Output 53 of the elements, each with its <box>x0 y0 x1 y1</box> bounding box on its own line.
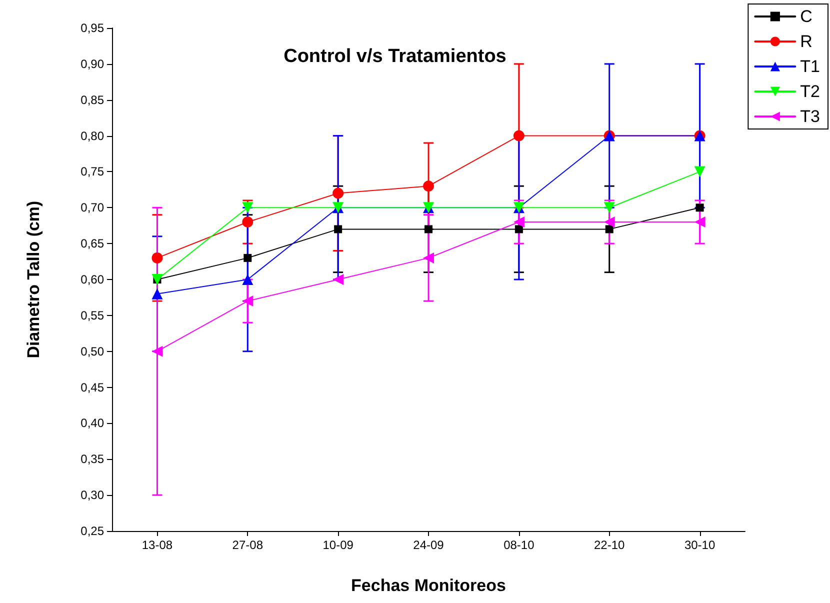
y-tick-label: 0,50 <box>80 344 104 358</box>
legend-label: T3 <box>800 107 820 126</box>
y-tick-label: 0,55 <box>80 308 104 322</box>
x-tick-label: 22-10 <box>594 538 626 552</box>
x-tick-label: 08-10 <box>504 538 535 552</box>
y-tick-label: 0,95 <box>80 21 104 35</box>
y-tick-label: 0,70 <box>80 200 104 215</box>
y-tick-label: 0,40 <box>80 416 104 430</box>
point <box>152 288 163 300</box>
point <box>334 225 342 234</box>
x-tick-label: 10-09 <box>322 538 354 552</box>
point <box>423 180 434 192</box>
x-axis-title: Fechas Monitoreos <box>351 576 506 595</box>
y-tick-label: 0,65 <box>80 236 104 251</box>
point <box>514 225 523 234</box>
legend-label: T1 <box>800 57 820 76</box>
point <box>242 296 254 307</box>
point <box>604 202 615 214</box>
point <box>513 130 524 142</box>
point <box>242 216 254 228</box>
text: Control v/s Tratamientos <box>284 46 506 67</box>
x-tick-label: 24-09 <box>413 538 444 552</box>
point <box>152 252 163 264</box>
point <box>694 166 706 178</box>
y-tick-label: 0,75 <box>80 164 104 179</box>
y-tick-label: 0,35 <box>80 452 104 466</box>
y-tick-label: 0,60 <box>80 272 104 286</box>
legend-label: T2 <box>800 82 820 101</box>
point <box>244 254 252 262</box>
legend-label: C <box>800 7 812 26</box>
x-tick-label: 13-08 <box>142 538 173 552</box>
y-tick-label: 0,30 <box>80 488 104 502</box>
point <box>242 274 254 285</box>
x-tick-label: 30-10 <box>684 538 716 552</box>
y-tick-label: 0,25 <box>80 524 104 538</box>
point <box>242 202 254 214</box>
point <box>696 204 704 212</box>
y-tick-label: 0,45 <box>80 380 104 394</box>
point <box>513 216 524 228</box>
point <box>604 216 615 228</box>
point <box>332 274 344 285</box>
point <box>424 225 432 234</box>
y-axis-title: Diametro Tallo (cm) <box>24 200 43 358</box>
point <box>332 188 344 199</box>
point <box>605 225 614 234</box>
legend-label: R <box>800 32 812 51</box>
point <box>694 216 706 228</box>
point <box>423 252 434 264</box>
point <box>152 346 163 357</box>
y-tick-label: 0,80 <box>80 128 104 143</box>
y-tick-label: 0,85 <box>80 92 104 107</box>
y-tick-label: 0,90 <box>80 56 104 71</box>
x-tick-label: 27-08 <box>232 538 264 552</box>
